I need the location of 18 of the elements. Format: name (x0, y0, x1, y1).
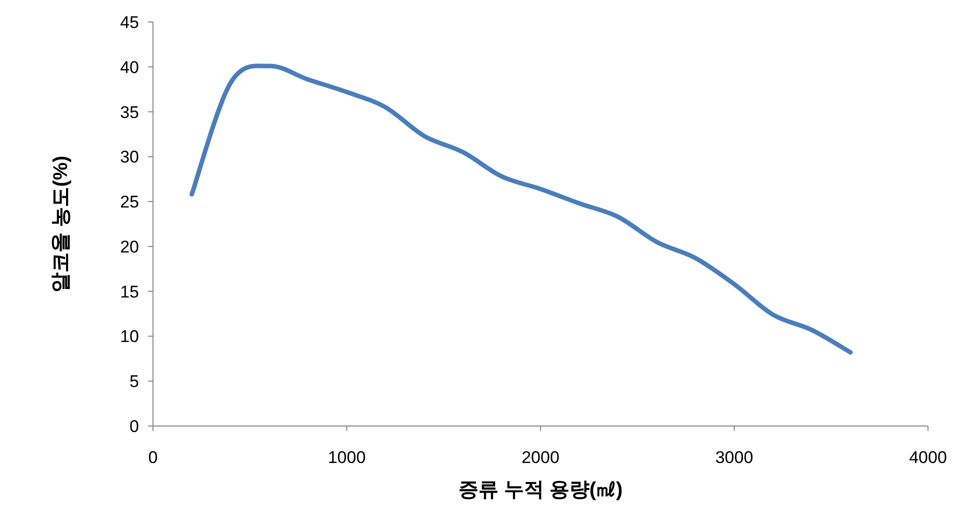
y-tick-label: 20 (120, 237, 139, 256)
y-tick-label: 10 (120, 327, 139, 346)
y-tick-label: 35 (120, 102, 139, 122)
x-tick-label: 4000 (909, 448, 947, 467)
x-tick-label: 2000 (522, 448, 560, 467)
y-tick-label: 40 (120, 58, 139, 77)
y-axis-title: 알코올 농도(%) (50, 156, 72, 292)
y-tick-label: 5 (130, 372, 139, 392)
x-axis-title: 증류 누적 용량(㎖) (458, 479, 623, 501)
line-series (190, 64, 853, 355)
x-tick-label: 3000 (715, 448, 754, 467)
x-tick-label: 1000 (328, 448, 366, 467)
y-tick-label: 45 (120, 13, 139, 32)
y-tick-label: 25 (120, 192, 139, 212)
y-tick-label: 15 (120, 282, 139, 302)
x-tick-label: 0 (148, 448, 158, 467)
y-tick-label: 0 (130, 417, 139, 436)
y-tick-label: 30 (120, 148, 139, 167)
